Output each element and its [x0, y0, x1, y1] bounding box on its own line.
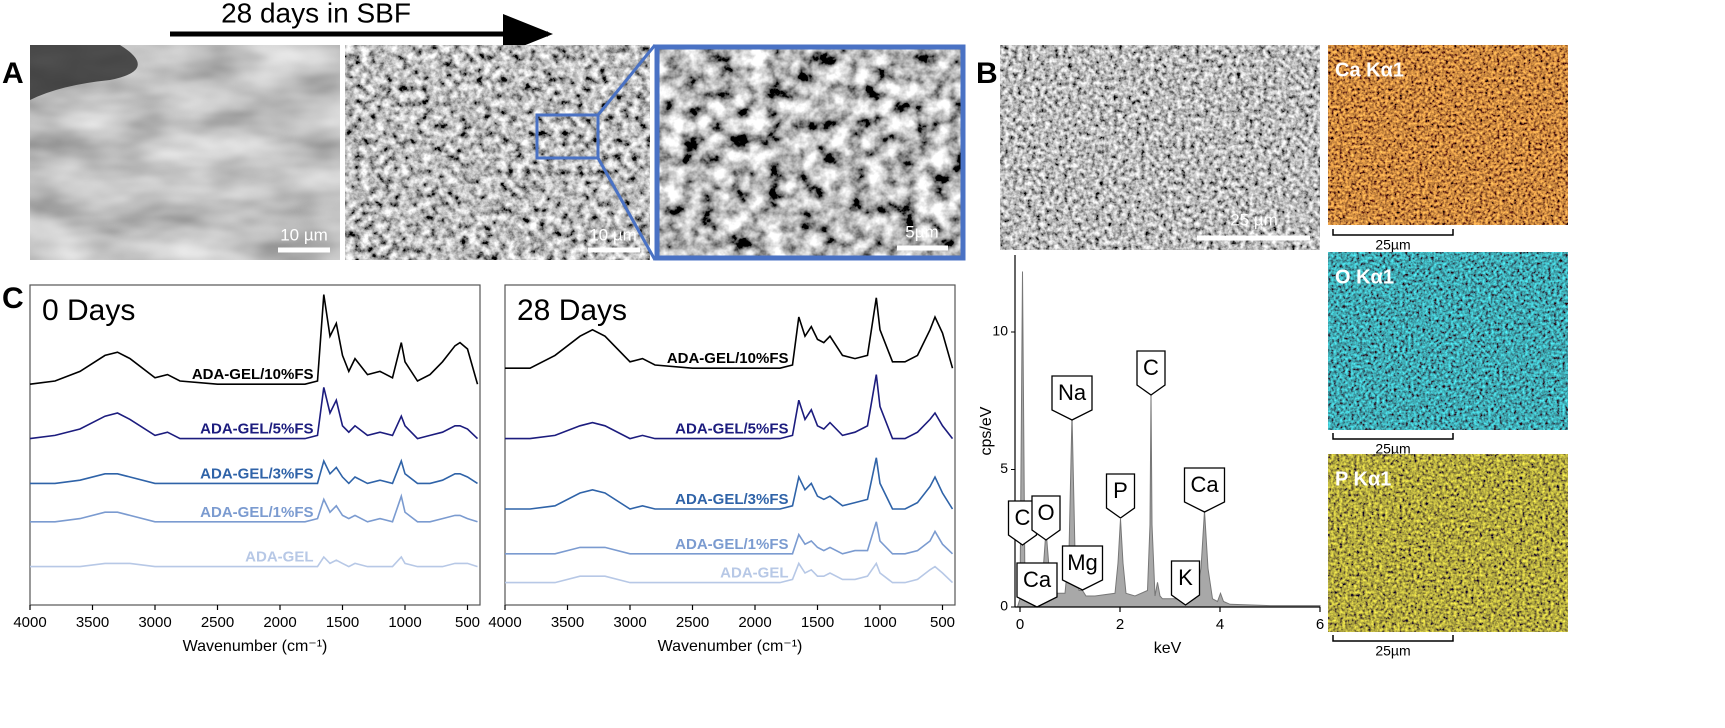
x-tick-label: 3000 — [138, 614, 171, 631]
peak-callout — [1183, 467, 1226, 513]
peak-label: C — [1143, 355, 1159, 380]
panel-label: C — [2, 282, 24, 315]
map-label: O Kα1 — [1335, 266, 1394, 288]
peak-label: O — [1037, 500, 1054, 525]
map-label: Ca Kα1 — [1335, 59, 1404, 81]
spectrum-line — [505, 521, 954, 555]
scale-bar — [1332, 229, 1454, 236]
x-tick-label: 3500 — [551, 614, 584, 631]
spectrum-line — [29, 294, 479, 385]
x-tick-label: 1500 — [801, 614, 834, 631]
series-label: ADA-GEL — [720, 565, 788, 582]
plot-frame — [29, 284, 481, 606]
element-map — [1328, 45, 1568, 225]
arrow-label: 28 days in SBF — [221, 0, 411, 28]
x-tick-label: 500 — [455, 614, 480, 631]
zoom-line — [596, 157, 657, 261]
series-label: ADA-GEL/10%FS — [667, 350, 789, 367]
x-tick-label: 6 — [1316, 616, 1324, 633]
series-label: ADA-GEL/3%FS — [200, 465, 313, 482]
x-tick-label: 2500 — [201, 614, 234, 631]
peak-label: K — [1178, 565, 1193, 590]
panel-label: A — [2, 57, 24, 90]
series-label: ADA-GEL/1%FS — [200, 504, 313, 521]
spectrum-line — [30, 458, 478, 485]
x-axis-label: keV — [1154, 640, 1182, 657]
series-label: ADA-GEL — [245, 549, 313, 566]
x-tick-label: 500 — [930, 614, 955, 631]
x-tick-label: 1000 — [863, 614, 896, 631]
scale-label: 10 µm — [589, 225, 637, 244]
x-tick-label: 1500 — [326, 614, 359, 631]
chart-title: 28 Days — [517, 294, 627, 327]
x-axis-label: Wavenumber (cm⁻¹) — [658, 638, 803, 655]
spectrum-line — [505, 457, 954, 510]
spectrum-line — [30, 555, 478, 568]
spectrum-line — [29, 387, 479, 440]
spectrum-line — [30, 493, 478, 523]
y-tick-label: 10 — [992, 323, 1008, 339]
plot-frame — [504, 284, 956, 606]
x-tick-label: 2500 — [676, 614, 709, 631]
x-tick-label: 2000 — [738, 614, 771, 631]
peak-label: Ca — [1023, 567, 1052, 592]
peak-callout — [1031, 495, 1061, 541]
y-tick-label: 0 — [1000, 598, 1008, 614]
scale-label: 25µm — [1375, 441, 1410, 457]
peak-callout — [1051, 375, 1093, 421]
chart-title: 0 Days — [42, 294, 135, 327]
x-tick-label: 4 — [1216, 616, 1224, 633]
peak-label: C — [1015, 505, 1031, 530]
zoom-line — [596, 44, 657, 116]
y-axis-label: cps/eV — [978, 406, 995, 455]
series-label: ADA-GEL/3%FS — [675, 491, 788, 508]
x-tick-label: 4000 — [488, 614, 521, 631]
sem-image — [1000, 45, 1320, 250]
scale-label: 10 µm — [280, 225, 328, 244]
element-map — [1328, 454, 1568, 632]
x-tick-label: 2 — [1116, 616, 1124, 633]
scale-bar — [1332, 433, 1454, 440]
x-tick-label: 2000 — [263, 614, 296, 631]
spectrum-line — [505, 561, 954, 584]
scale-label: 5µm — [905, 222, 938, 241]
peak-callout — [1016, 562, 1058, 608]
spectrum-line — [505, 297, 954, 369]
peak-callout — [1105, 473, 1136, 519]
spectrum-line — [505, 374, 954, 440]
x-tick-label: 1000 — [388, 614, 421, 631]
map-label: P Kα1 — [1335, 468, 1391, 490]
series-label: ADA-GEL/5%FS — [200, 421, 313, 438]
series-label: ADA-GEL/1%FS — [675, 536, 788, 553]
peak-callout — [1007, 500, 1038, 546]
x-tick-label: 3500 — [76, 614, 109, 631]
peak-label: Na — [1058, 380, 1087, 405]
peak-callout — [1061, 545, 1104, 591]
series-label: ADA-GEL/10%FS — [192, 366, 314, 383]
peak-label: Mg — [1067, 550, 1098, 575]
scale-label: 25 µm — [1230, 210, 1278, 229]
x-tick-label: 3000 — [613, 614, 646, 631]
x-tick-label: 4000 — [13, 614, 46, 631]
x-axis-label: Wavenumber (cm⁻¹) — [183, 638, 328, 655]
scale-label: 25µm — [1375, 237, 1410, 253]
element-map — [1328, 252, 1568, 430]
sem-image — [657, 47, 963, 258]
zoom-box — [535, 113, 600, 160]
scale-label: 25µm — [1375, 643, 1410, 659]
zoom-frame — [654, 44, 966, 261]
scale-bar — [1332, 635, 1454, 642]
panel-label: B — [976, 57, 998, 90]
peak-label: P — [1113, 478, 1128, 503]
y-tick-label: 5 — [1000, 460, 1008, 476]
image-shadow — [30, 45, 138, 100]
peak-callout — [1170, 560, 1201, 606]
peak-callout — [1136, 350, 1166, 396]
series-label: ADA-GEL/5%FS — [675, 421, 788, 438]
x-tick-label: 0 — [1016, 616, 1024, 633]
peak-label: Ca — [1190, 472, 1219, 497]
